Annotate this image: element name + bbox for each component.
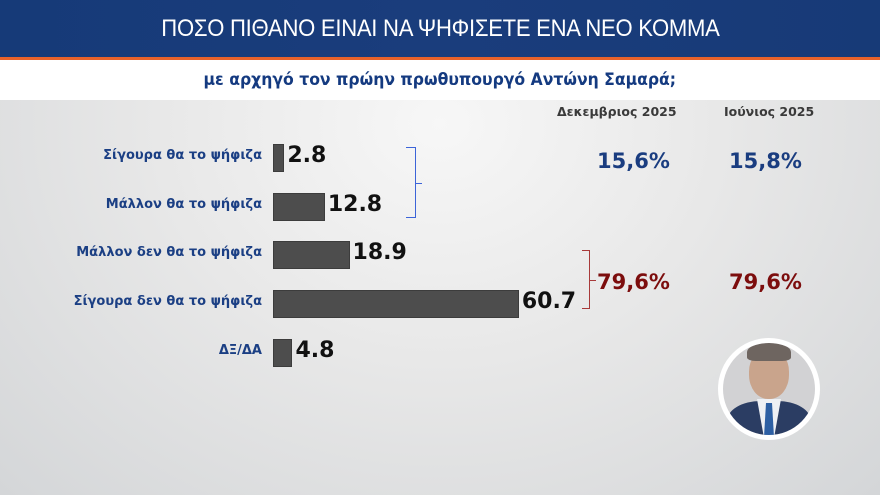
positive-total-december: 15,6% [597, 149, 670, 173]
bar-row: Σίγουρα θα το ψήφιζα 2.8 [0, 143, 600, 172]
chart-subtitle: με αρχηγό τον πρώην πρωθυπουργό Αντώνη Σ… [203, 70, 677, 90]
bar-row: ΔΞ/ΔΑ 4.8 [0, 338, 600, 367]
bar-row: Μάλλον δεν θα το ψήφιζα 18.9 [0, 240, 600, 269]
bar-row: Μάλλον θα το ψήφιζα 12.8 [0, 192, 600, 221]
bar-category-label: ΔΞ/ΔΑ [218, 343, 262, 358]
bracket-positive-group [406, 147, 422, 218]
bar [273, 339, 293, 367]
positive-total-june: 15,8% [729, 149, 802, 173]
bar-value-label: 60.7 [521, 289, 577, 314]
bar-category-label: Σίγουρα θα το ψήφιζα [103, 148, 262, 163]
subtitle-band: με αρχηγό τον πρώην πρωθυπουργό Αντώνη Σ… [0, 60, 880, 100]
bar [273, 290, 519, 318]
bar-value-label: 18.9 [352, 240, 407, 265]
bar-category-label: Μάλλον δεν θα το ψήφιζα [76, 245, 262, 260]
negative-total-december: 79,6% [597, 270, 670, 294]
portrait-photo [718, 338, 820, 440]
portrait-image [723, 343, 815, 435]
column-header-june: Ιούνιος 2025 [724, 104, 815, 119]
negative-total-june: 79,6% [729, 270, 802, 294]
bar [273, 241, 350, 269]
header-bar: ΠΟΣΟ ΠΙΘΑΝΟ ΕΙΝΑΙ ΝΑ ΨΗΦΙΣΕΤΕ ΕΝΑ ΝΕΟ ΚΟ… [0, 0, 880, 57]
bar-value-label: 12.8 [327, 192, 383, 217]
chart-title: ΠΟΣΟ ΠΙΘΑΝΟ ΕΙΝΑΙ ΝΑ ΨΗΦΙΣΕΤΕ ΕΝΑ ΝΕΟ ΚΟ… [160, 14, 720, 42]
bar [273, 144, 285, 172]
bar-value-label: 4.8 [295, 338, 335, 363]
column-header-december: Δεκεμβριος 2025 [557, 104, 677, 119]
bar-row: Σίγουρα δεν θα το ψήφιζα 60.7 [0, 289, 600, 318]
bar [273, 193, 325, 221]
accent-divider [0, 57, 880, 60]
bar-category-label: Μάλλον θα το ψήφιζα [105, 197, 262, 212]
bar-value-label: 2.8 [287, 143, 327, 168]
bracket-negative-group [582, 250, 596, 309]
bar-category-label: Σίγουρα δεν θα το ψήφιζα [73, 294, 262, 309]
